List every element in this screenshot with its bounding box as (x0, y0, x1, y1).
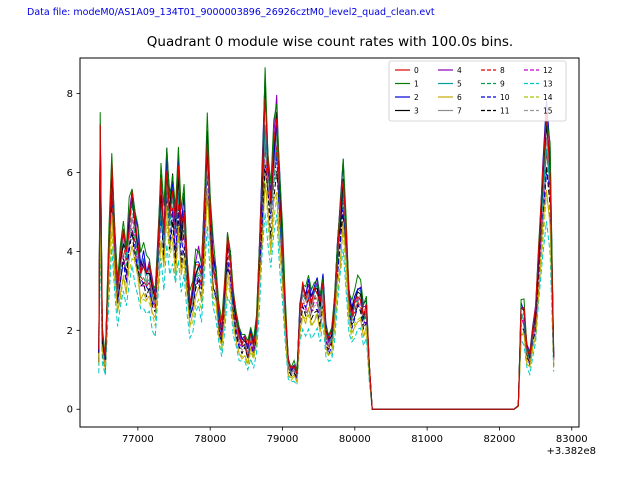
x-tick-label: 79000 (267, 434, 299, 445)
legend-label-14: 14 (543, 93, 553, 102)
legend-label-0: 0 (414, 66, 419, 75)
chart-title: Quadrant 0 module wise count rates with … (146, 34, 514, 50)
legend-label-7: 7 (457, 106, 462, 115)
legend-label-4: 4 (457, 66, 462, 75)
x-tick-label: 78000 (194, 434, 226, 445)
legend-label-2: 2 (414, 93, 419, 102)
legend-label-10: 10 (500, 93, 510, 102)
series-line-10 (98, 130, 555, 410)
legend-label-3: 3 (414, 106, 419, 115)
y-tick-label: 2 (67, 326, 73, 337)
x-tick-label: 77000 (122, 434, 154, 445)
y-tick-label: 0 (67, 405, 73, 416)
legend-label-9: 9 (500, 79, 505, 88)
y-tick-label: 8 (67, 89, 73, 100)
series-line-6 (98, 183, 555, 410)
legend-label-15: 15 (543, 106, 553, 115)
legend-label-1: 1 (414, 79, 419, 88)
x-axis-offset-label: +3.382e8 (546, 446, 596, 457)
series-lines (98, 67, 555, 410)
data-file-label: Data file: modeM0/AS1A09_134T01_90000038… (27, 7, 435, 18)
axes-frame (79, 57, 580, 428)
legend-label-11: 11 (500, 106, 510, 115)
x-tick-label: 82000 (484, 434, 516, 445)
legend-label-13: 13 (543, 79, 553, 88)
y-tick-label: 6 (67, 168, 73, 179)
legend-label-8: 8 (500, 66, 505, 75)
y-tick-label: 4 (67, 247, 73, 258)
x-tick-label: 83000 (556, 434, 588, 445)
series-line-0 (98, 97, 555, 410)
legend-label-12: 12 (543, 66, 553, 75)
legend-box (388, 60, 567, 122)
x-tick-label: 80000 (339, 434, 371, 445)
x-tick-label: 81000 (411, 434, 443, 445)
legend-label-5: 5 (457, 79, 462, 88)
legend-label-6: 6 (457, 93, 462, 102)
